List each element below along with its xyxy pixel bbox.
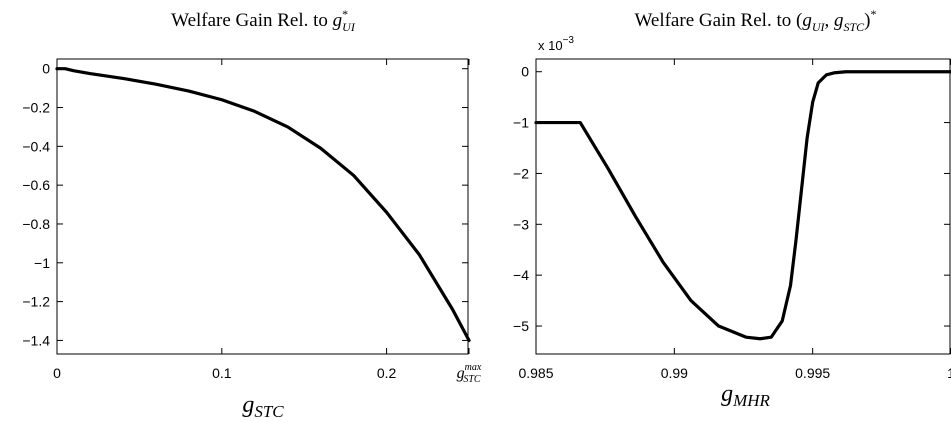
y-tick-label: −0.2: [22, 100, 50, 116]
axes-box: [535, 58, 951, 355]
chart-title: Welfare Gain Rel. to g* UI: [171, 7, 356, 34]
y-tick-label: 0: [521, 64, 529, 80]
y-tick-label: −1: [513, 115, 529, 131]
x-tick-label: 0.985: [518, 365, 553, 381]
y-exponent-label: x 10−3: [538, 35, 574, 53]
x-tick-label: gmax STC: [457, 362, 482, 385]
y-tick-label: −1.4: [22, 332, 50, 348]
y-tick-label: −0.8: [22, 216, 50, 232]
y-tick-label: −3: [513, 216, 529, 232]
y-tick-label: −0.6: [22, 177, 50, 193]
x-axis-label: gSTC: [242, 392, 284, 421]
x-tick-label: 1: [947, 365, 951, 381]
x-tick-label: 0.2: [377, 365, 397, 381]
y-tick-label: −1.2: [22, 294, 50, 310]
x-axis-label: gMHR: [721, 381, 770, 410]
chart-2: 0.985 0.99 0.995 1 0 −1 −2 −3 −4 −5 Welfare Gain R…: [513, 7, 951, 410]
chart-1: 0 0.1 0.2 gmax STC 0 −0.2 −0.4 −0.6 −0.8 −1 −1.2 −1.…: [22, 7, 482, 421]
axes-box: [56, 58, 469, 355]
y-tick-label: −5: [513, 318, 529, 334]
y-tick-label: −4: [513, 267, 529, 283]
x-tick-label: 0.1: [212, 365, 232, 381]
series-line-1: [534, 70, 951, 341]
x-tick-label: 0.99: [661, 365, 688, 381]
y-tick-label: −0.4: [22, 138, 50, 154]
series-line-1: [55, 67, 471, 343]
y-tick-label: 0: [42, 61, 50, 77]
y-tick-label: −1: [34, 255, 50, 271]
x-tick-label: 0.995: [795, 365, 830, 381]
x-tick-label: 0: [53, 365, 61, 381]
chart-title: Welfare Gain Rel. to (gUI, gSTC)*: [634, 7, 876, 34]
y-tick-label: −2: [513, 165, 529, 181]
